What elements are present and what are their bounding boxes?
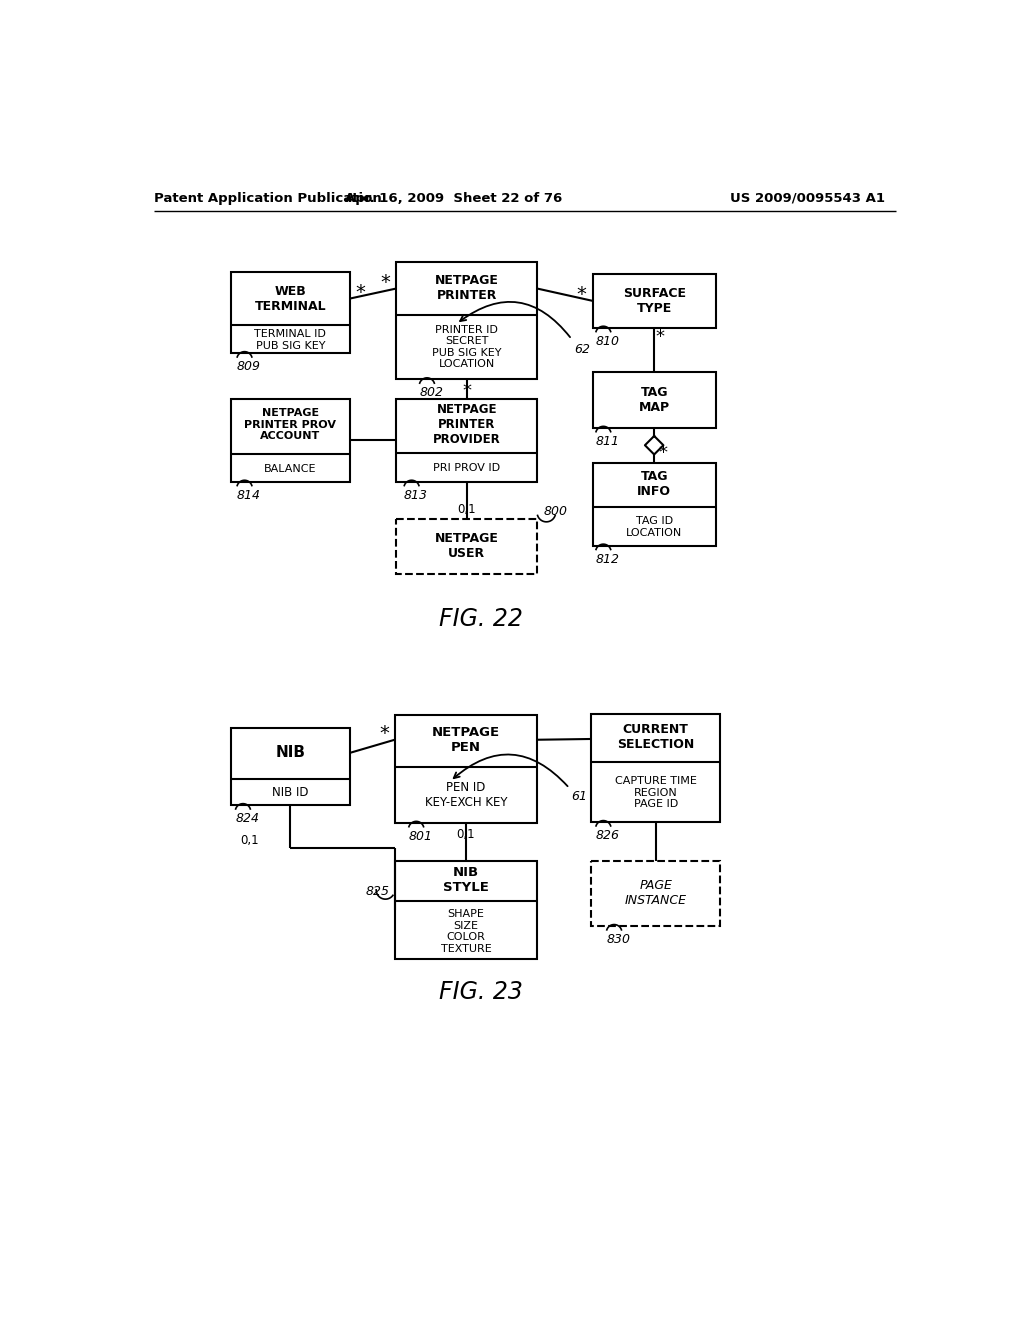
Text: 800: 800 <box>544 506 567 517</box>
Text: NETPAGE
PRINTER
PROVIDER: NETPAGE PRINTER PROVIDER <box>433 404 501 446</box>
Text: 814: 814 <box>237 488 261 502</box>
Text: NIB
STYLE: NIB STYLE <box>443 866 488 894</box>
Text: CAPTURE TIME
REGION
PAGE ID: CAPTURE TIME REGION PAGE ID <box>614 776 696 809</box>
Text: 825: 825 <box>366 886 389 899</box>
Bar <box>591 861 720 927</box>
Text: TAG ID
LOCATION: TAG ID LOCATION <box>626 516 682 539</box>
Text: *: * <box>577 285 587 304</box>
Bar <box>593 372 716 428</box>
Text: TAG
INFO: TAG INFO <box>637 470 671 498</box>
Text: Apr. 16, 2009  Sheet 22 of 76: Apr. 16, 2009 Sheet 22 of 76 <box>345 191 562 205</box>
Text: 0,1: 0,1 <box>240 834 258 847</box>
Bar <box>230 729 350 805</box>
Bar <box>593 275 716 327</box>
Text: *: * <box>356 282 366 302</box>
Bar <box>396 399 538 482</box>
Text: SHAPE
SIZE
COLOR
TEXTURE: SHAPE SIZE COLOR TEXTURE <box>440 909 492 954</box>
Text: 801: 801 <box>409 830 432 843</box>
Text: PRINTER ID
SECRET
PUB SIG KEY
LOCATION: PRINTER ID SECRET PUB SIG KEY LOCATION <box>432 325 502 370</box>
Text: FIG. 23: FIG. 23 <box>439 979 523 1003</box>
Text: 0,1: 0,1 <box>457 828 475 841</box>
Text: PAGE
INSTANCE: PAGE INSTANCE <box>625 879 687 907</box>
Text: US 2009/0095543 A1: US 2009/0095543 A1 <box>730 191 885 205</box>
Text: NIB: NIB <box>275 746 305 760</box>
Text: NETPAGE
PRINTER: NETPAGE PRINTER <box>435 273 499 302</box>
Text: 812: 812 <box>596 553 620 566</box>
Text: CURRENT
SELECTION: CURRENT SELECTION <box>617 723 694 751</box>
Text: WEB
TERMINAL: WEB TERMINAL <box>255 285 327 313</box>
Text: 824: 824 <box>236 812 259 825</box>
Text: 826: 826 <box>596 829 620 842</box>
Bar <box>394 715 538 822</box>
Text: Patent Application Publication: Patent Application Publication <box>154 191 381 205</box>
Text: *: * <box>379 725 389 743</box>
Bar <box>396 263 538 379</box>
Bar <box>591 714 720 822</box>
Text: NIB ID: NIB ID <box>272 787 308 800</box>
Text: NETPAGE
USER: NETPAGE USER <box>435 532 499 561</box>
Bar <box>396 519 538 574</box>
Text: PRI PROV ID: PRI PROV ID <box>433 463 501 473</box>
Text: 813: 813 <box>403 488 428 502</box>
Text: SURFACE
TYPE: SURFACE TYPE <box>623 286 686 315</box>
Text: 802: 802 <box>419 387 443 400</box>
Text: 62: 62 <box>574 343 590 356</box>
Bar <box>230 399 350 482</box>
Text: *: * <box>655 329 665 346</box>
Text: 811: 811 <box>596 434 620 447</box>
Text: 0,1: 0,1 <box>458 503 476 516</box>
Bar <box>394 861 538 960</box>
Bar <box>593 462 716 545</box>
Text: 61: 61 <box>571 789 587 803</box>
Text: 810: 810 <box>596 335 620 347</box>
Text: BALANCE: BALANCE <box>264 465 316 474</box>
Text: 830: 830 <box>606 933 631 946</box>
Bar <box>230 272 350 354</box>
Text: FIG. 22: FIG. 22 <box>439 607 523 631</box>
Text: NETPAGE
PRINTER PROV
ACCOUNT: NETPAGE PRINTER PROV ACCOUNT <box>245 408 336 441</box>
Text: 809: 809 <box>237 360 261 374</box>
Text: TAG
MAP: TAG MAP <box>639 387 670 414</box>
Text: TERMINAL ID
PUB SIG KEY: TERMINAL ID PUB SIG KEY <box>254 329 327 351</box>
Text: *: * <box>381 273 390 292</box>
Text: *: * <box>462 381 471 400</box>
Text: *: * <box>658 445 668 462</box>
Text: PEN ID
KEY-EXCH KEY: PEN ID KEY-EXCH KEY <box>425 781 507 809</box>
Text: NETPAGE
PEN: NETPAGE PEN <box>432 726 500 754</box>
